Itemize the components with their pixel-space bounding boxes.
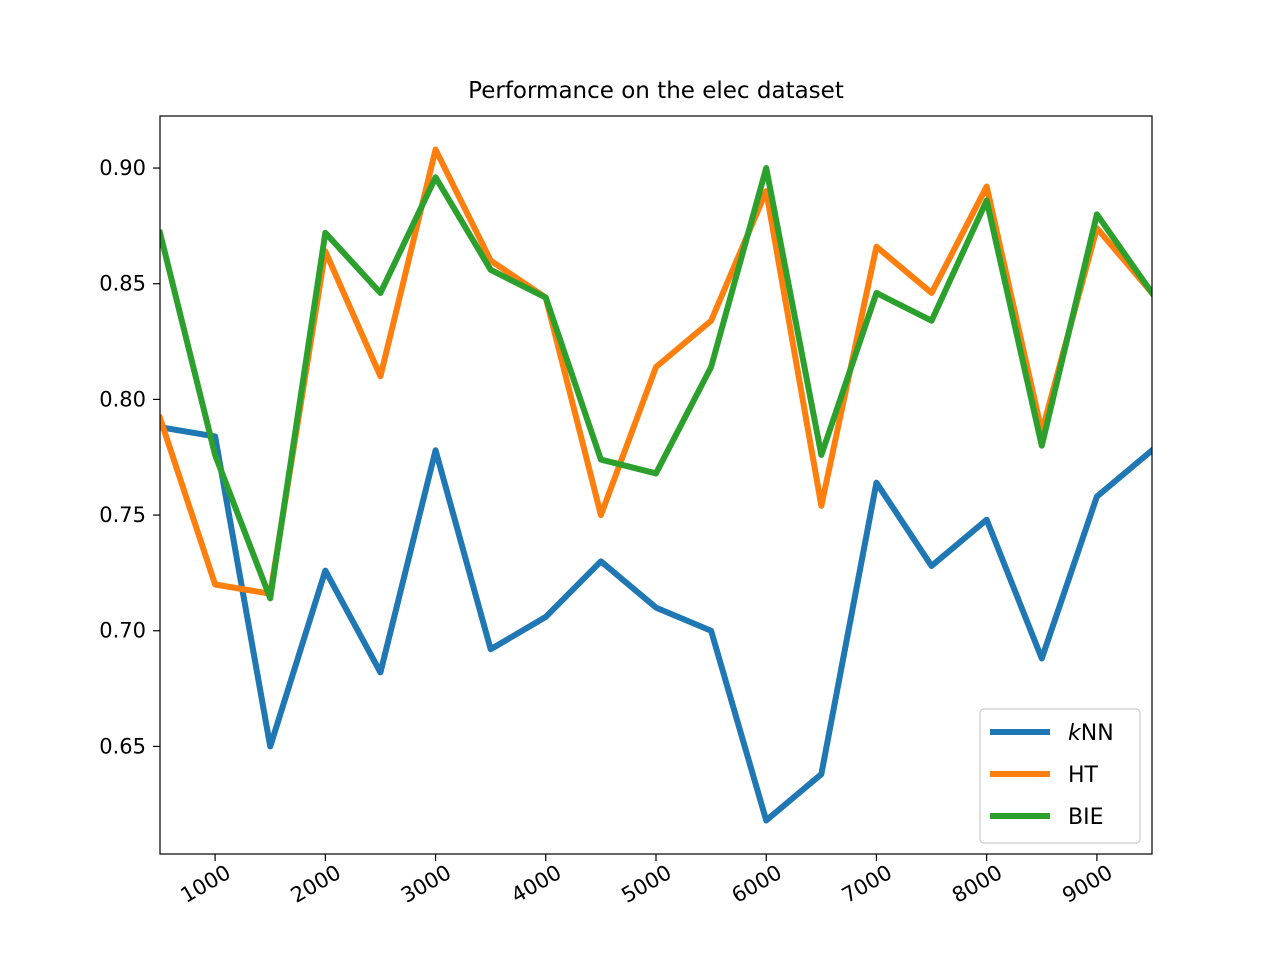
series-layer [160, 146, 1152, 824]
series-line-bie [160, 165, 1152, 602]
legend-box [979, 708, 1141, 844]
chart-title: Performance on the elec dataset [468, 78, 844, 104]
series-line-knn [160, 424, 1152, 824]
y-tick-label: 0.65 [99, 734, 146, 758]
y-tick-label: 0.75 [99, 503, 146, 527]
y-tick-label: 0.70 [99, 619, 146, 643]
plot-frame [159, 115, 1153, 855]
y-tick-label: 0.85 [99, 272, 146, 296]
legend: kNN HT BIE [979, 708, 1141, 844]
y-tick-label: 0.80 [99, 387, 146, 411]
y-tick-label: 0.90 [99, 156, 146, 180]
legend-label-knn: kNN [1068, 721, 1114, 746]
legend-label-bie: BIE [1068, 805, 1103, 830]
legend-label-ht: HT [1068, 763, 1099, 788]
